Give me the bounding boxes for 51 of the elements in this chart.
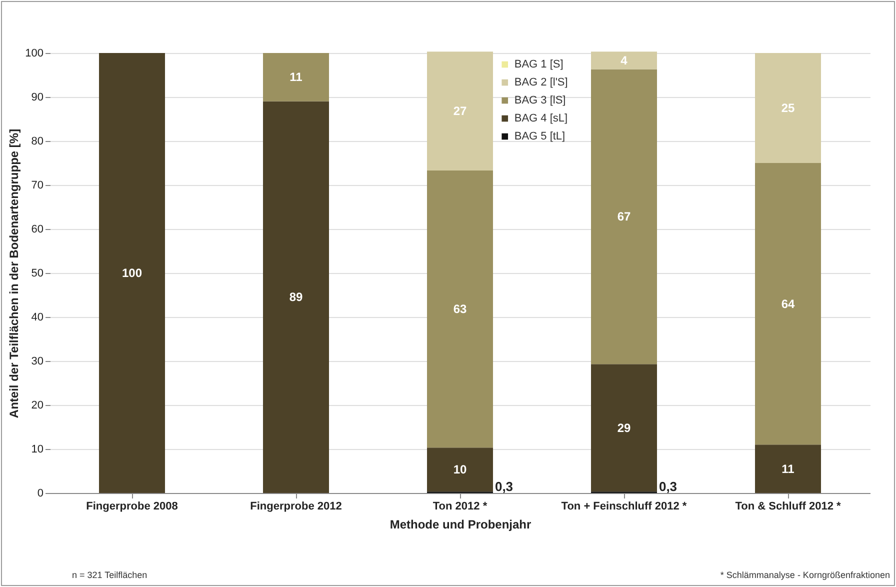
legend-label: BAG 4 [sL] bbox=[514, 112, 568, 124]
data-label: 27 bbox=[453, 104, 467, 118]
y-tick-label: 70 bbox=[31, 180, 44, 192]
bar bbox=[427, 170, 493, 448]
y-tick-label: 80 bbox=[31, 136, 44, 148]
data-label: 89 bbox=[289, 290, 303, 304]
data-label: 63 bbox=[453, 302, 467, 316]
y-tick-label: 100 bbox=[25, 48, 44, 60]
text: * Schlämmanalyse - Korngrößenfraktionen bbox=[720, 570, 890, 580]
bar bbox=[591, 364, 657, 492]
y-tick-label: 90 bbox=[31, 92, 44, 104]
x-tick-label: Ton & Schluff 2012 * bbox=[735, 500, 842, 512]
x-axis-title: Methode und Probenjahr bbox=[390, 518, 532, 532]
y-tick-label: 20 bbox=[31, 400, 44, 412]
data-label: 0,3 bbox=[494, 479, 514, 494]
data-label: 100 bbox=[122, 266, 142, 280]
bar bbox=[755, 163, 821, 445]
legend-label: BAG 5 [tL] bbox=[514, 130, 566, 142]
bar bbox=[427, 448, 493, 492]
x-tick-label: Ton + Feinschluff 2012 * bbox=[561, 500, 688, 512]
y-tick-label: 60 bbox=[31, 224, 44, 236]
data-label: 25 bbox=[781, 101, 795, 115]
y-tick-label: 0 bbox=[37, 488, 44, 500]
y-tick-label: 10 bbox=[31, 444, 44, 456]
bar bbox=[755, 444, 821, 493]
data-label: 11 bbox=[290, 70, 303, 84]
data-label: 4 bbox=[620, 53, 628, 68]
legend-label: BAG 1 [S] bbox=[514, 58, 564, 70]
data-label: 64 bbox=[781, 296, 795, 311]
y-tick-label: 50 bbox=[31, 268, 44, 280]
legend-label: BAG 3 [lS] bbox=[514, 94, 566, 106]
data-label: 10 bbox=[453, 462, 467, 477]
bar bbox=[263, 101, 329, 493]
text: n = 321 Teilflächen bbox=[72, 570, 148, 580]
y-tick-label: 40 bbox=[31, 312, 44, 324]
bar bbox=[591, 69, 657, 364]
bar bbox=[263, 53, 329, 102]
legend-label: BAG 2 [l'S] bbox=[514, 76, 568, 88]
x-tick-label: Fingerprobe 2008 bbox=[86, 500, 178, 512]
data-label: 67 bbox=[617, 210, 631, 224]
bar bbox=[427, 52, 493, 170]
x-tick-label: Ton 2012 * bbox=[432, 500, 488, 512]
bar bbox=[591, 52, 657, 70]
bar bbox=[99, 53, 165, 493]
y-axis-title: Anteil der Teilflächen in der Bodenartengruppe [%] bbox=[7, 128, 22, 418]
y-tick-label: 30 bbox=[31, 356, 44, 368]
data-label: 29 bbox=[617, 420, 631, 435]
x-tick-label: Fingerprobe 2012 bbox=[250, 500, 342, 512]
bar bbox=[755, 53, 821, 163]
data-label: 11 bbox=[782, 462, 795, 476]
data-label: 0,3 bbox=[658, 479, 678, 494]
